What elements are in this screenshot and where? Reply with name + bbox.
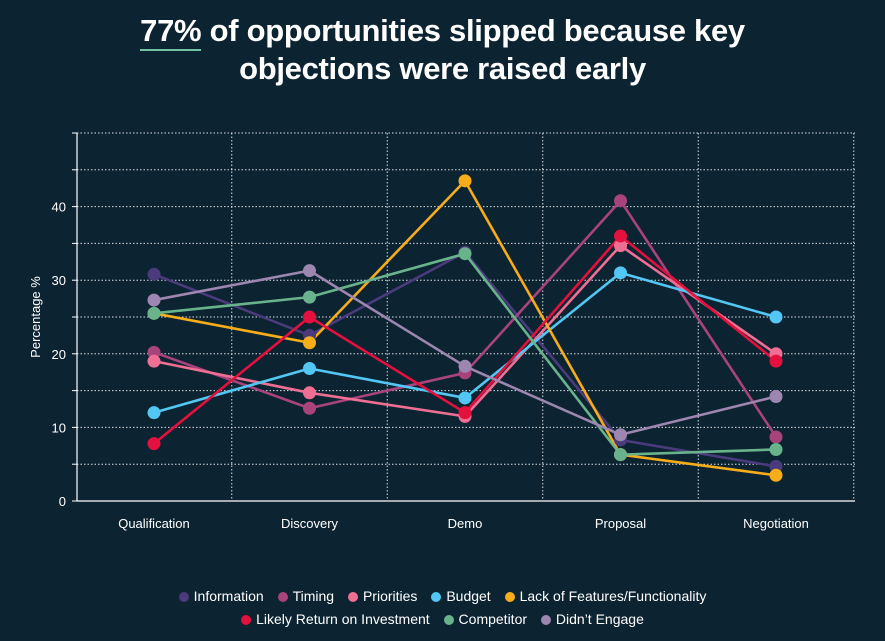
- legend-dot-icon: [347, 592, 358, 602]
- data-point: [614, 266, 627, 280]
- legend-item-competitor[interactable]: Competitor: [443, 610, 527, 628]
- y-tick-label: 0: [59, 494, 66, 509]
- data-point: [458, 391, 472, 405]
- data-point: [614, 239, 627, 253]
- data-point: [769, 442, 783, 456]
- x-tick-label: Discovery: [281, 516, 339, 531]
- legend-item-priorities[interactable]: Priorities: [347, 587, 417, 605]
- y-axis-label: Percentage %: [28, 276, 43, 358]
- x-tick-label: Proposal: [595, 516, 646, 531]
- title-line-1: 77% of opportunities slipped because key: [0, 12, 885, 51]
- data-point: [147, 406, 161, 420]
- title-line-2: objections were raised early: [239, 51, 646, 86]
- data-point: [458, 406, 472, 420]
- legend-dot-icon: [241, 615, 252, 625]
- legend-item-information[interactable]: Information: [178, 587, 264, 605]
- data-point: [147, 437, 161, 451]
- series-line: [153, 250, 777, 468]
- legend-item-lack-of-features[interactable]: Lack of Features/Functionality: [504, 587, 706, 605]
- legend-item-budget[interactable]: Budget: [431, 587, 491, 605]
- legend-item-didnt-engage[interactable]: Didn’t Engage: [540, 610, 644, 628]
- legend-item-timing[interactable]: Timing: [277, 587, 334, 605]
- legend-dot-icon: [443, 615, 454, 625]
- legend-dot-icon: [277, 592, 288, 602]
- data-point: [303, 386, 316, 400]
- data-point: [147, 293, 161, 307]
- series-line: [153, 179, 777, 477]
- data-point: [614, 194, 627, 208]
- data-point: [147, 354, 161, 368]
- data-point: [769, 430, 783, 444]
- data-point: [769, 354, 783, 368]
- x-tick-label: Qualification: [118, 516, 190, 531]
- data-point: [458, 359, 472, 373]
- x-tick-label: Demo: [448, 516, 483, 531]
- data-point: [147, 306, 161, 320]
- legend-dot-icon: [178, 592, 189, 602]
- y-tick-label: 40: [52, 200, 66, 215]
- data-point: [303, 264, 316, 278]
- y-tick-label: 30: [52, 273, 66, 288]
- legend-row-1: Information Timing Priorities Budget Lac…: [0, 587, 885, 605]
- data-point: [769, 468, 783, 482]
- data-point: [303, 336, 316, 350]
- data-point: [147, 267, 161, 281]
- line-chart: 0 10 20 30 40 Percentage % Qualification Discov…: [28, 132, 855, 531]
- data-point: [303, 401, 316, 415]
- data-point: [614, 229, 627, 243]
- data-point: [614, 428, 627, 442]
- data-point: [614, 448, 627, 462]
- legend-item-likely-roi[interactable]: Likely Return on Investment: [241, 610, 430, 628]
- title-highlight: 77%: [140, 13, 202, 51]
- legend-row-2: Likely Return on Investment Competitor D…: [0, 610, 885, 628]
- data-point: [769, 310, 783, 324]
- legend-dot-icon: [504, 592, 515, 602]
- y-tick-label: 20: [52, 347, 66, 362]
- legend-dot-icon: [431, 592, 442, 602]
- x-tick-label: Negotiation: [743, 516, 809, 531]
- data-point: [303, 290, 316, 304]
- data-point: [458, 247, 472, 261]
- data-point: [769, 389, 783, 403]
- data-point: [303, 310, 316, 324]
- data-point: [303, 362, 316, 376]
- y-tick-label: 10: [52, 420, 66, 435]
- title-line-1-rest: of opportunities slipped because key: [201, 13, 746, 48]
- chart-title: 77% of opportunities slipped because key…: [0, 12, 885, 88]
- data-point: [458, 174, 472, 188]
- legend-dot-icon: [540, 615, 551, 625]
